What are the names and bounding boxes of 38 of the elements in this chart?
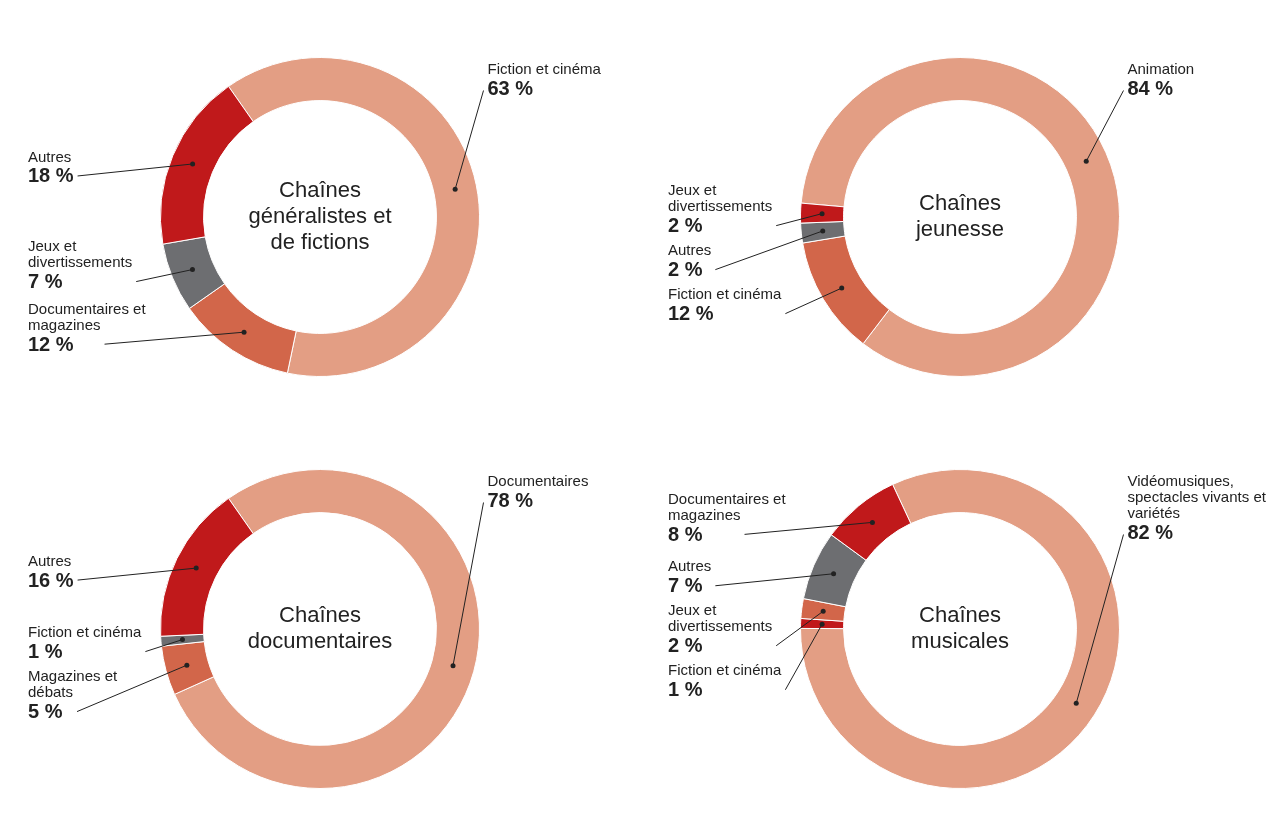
text: Chaînes jeunesse [914,190,1005,242]
data-label: 5 % [28,700,63,723]
data-label: 12 % [28,332,74,355]
data-label: 63 % [487,77,534,100]
slice-label: Fiction et cinéma [668,285,783,303]
slice-label: Fiction et cinéma [487,60,602,78]
slice-label: Autres [668,241,712,259]
data-label: 1 % [28,640,63,663]
slice-label: Documentaires [487,472,589,490]
slice-label: Autres [28,147,72,165]
text: Chaînes musicales [911,602,1009,654]
data-label: 2 % [668,258,703,281]
data-label: 12 % [668,302,714,325]
data-label: 2 % [668,214,703,237]
data-label: 84 % [1127,77,1174,100]
slice-label: Autres [28,551,72,569]
data-label: 7 % [668,574,703,597]
data-label: 2 % [668,634,703,657]
data-label: 1 % [668,678,703,701]
slice-label: Jeux et divertissements [668,601,773,635]
data-label: 16 % [28,568,74,591]
slice-label: Fiction et cinéma [28,623,143,641]
slice-label: Jeux et divertissements [668,181,773,215]
text: Chaînes documentaires [247,602,393,654]
slice-label: Magazines et débats [28,667,119,701]
slice-label: Vidéomusiques, spectacles vivants et variétés [1127,472,1267,522]
slice-label: Fiction et cinéma [668,661,783,679]
data-label: 78 % [487,489,534,512]
slice-label: Animation [1127,60,1195,78]
data-label: 18 % [28,164,74,187]
slice-label: Documentaires et magazines [668,490,787,524]
data-label: 8 % [668,522,703,545]
text: Chaînes généralistes et de fictions [248,177,392,255]
slice-label: Documentaires et magazines [28,299,147,333]
data-label: 7 % [28,270,63,293]
slice-label: Jeux et divertissements [28,237,133,271]
slice-label: Autres [668,557,712,575]
data-label: 82 % [1127,521,1174,544]
